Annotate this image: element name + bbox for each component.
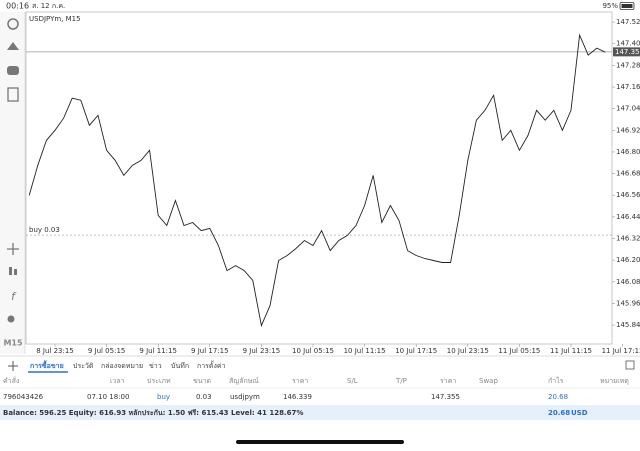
x-tick-label: 9 Jul 05:15 (88, 347, 126, 355)
battery-icon (619, 2, 635, 10)
timeframe[interactable]: M15 (3, 339, 23, 348)
y-tick-label: 146.200 (616, 256, 640, 264)
x-tick-label: 10 Jul 23:15 (447, 347, 489, 355)
summary-profit: 20.68 (548, 409, 570, 417)
y-tick-label: 145.960 (616, 299, 640, 307)
tab[interactable]: การซื้อขาย (30, 359, 64, 370)
tab[interactable]: การตั้งค่า (197, 359, 226, 370)
column-header: กำไร (548, 376, 564, 385)
cell-profit: 20.68 (548, 393, 568, 401)
y-tick-label: 146.920 (616, 126, 640, 134)
table: คำสั่ง เวลา ประเภท ขนาด สัญลักษณ์ ราคา S/L T/P ร… (0, 376, 640, 401)
x-tick-label: 10 Jul 17:15 (395, 347, 437, 355)
price-line-series (28, 33, 606, 328)
cell-time: 07.10 18:00 (87, 393, 129, 401)
crosshair-button[interactable] (7, 18, 19, 30)
crosshair-tool[interactable] (7, 243, 19, 255)
home-indicator (236, 440, 404, 444)
column-header: หมายเหตุ (600, 377, 629, 385)
column-header: ราคา (440, 377, 456, 385)
column-header: สัญลักษณ์ (229, 377, 259, 385)
summary-currency: USD (571, 409, 588, 417)
add-button[interactable] (8, 361, 18, 371)
cell-volume: 0.03 (196, 393, 212, 401)
candles-tool-2 (14, 269, 17, 275)
x-tick-label: 10 Jul 11:15 (344, 347, 386, 355)
y-tick-label: 146.080 (616, 278, 640, 286)
y-tick-label: 147.160 (616, 83, 640, 91)
y-tick-label: 146.440 (616, 213, 640, 221)
x-tick-label: 8 Jul 23:15 (36, 347, 74, 355)
status-date: ส. 12 ก.ค. (32, 2, 65, 10)
tab[interactable]: กล่องจดหมาย (101, 362, 143, 370)
candles-tool[interactable] (9, 267, 12, 275)
y-tick-label: 147.520 (616, 18, 640, 26)
x-tick-label: 11 Jul 05:15 (498, 347, 540, 355)
y-tick-label: 147.040 (616, 105, 640, 113)
y-tick-label: 146.800 (616, 148, 640, 156)
chat-button[interactable] (7, 66, 19, 75)
tab[interactable]: บันทึก (171, 361, 189, 370)
x-tick-label: 9 Jul 17:15 (191, 347, 229, 355)
battery-text: 95% (602, 2, 618, 10)
tabs: การซื้อขาย ประวัติ กล่องจดหมาย ข่าว บันทึก กา… (28, 359, 226, 373)
y-tick-label: 147.280 (616, 61, 640, 69)
cell-price: 147.355 (431, 393, 460, 401)
x-tick-label: 11 Jul 17:15 (602, 347, 640, 355)
indicator-button[interactable] (7, 42, 19, 50)
x-tick-label: 9 Jul 23:15 (243, 347, 281, 355)
cell-order: 796043426 (3, 393, 44, 401)
tab[interactable]: ข่าว (149, 362, 162, 370)
y-tick-label: 145.840 (616, 321, 640, 329)
order-line-label: buy 0.03 (29, 226, 60, 234)
column-header: S/L (347, 377, 358, 385)
chart-title: USDJPYm, M15 (29, 15, 81, 23)
objects-tool[interactable] (7, 315, 15, 323)
y-tick-label: 147.400 (616, 40, 640, 48)
cell-type: buy (157, 393, 170, 401)
cell-symbol: usdjpym (230, 393, 260, 401)
battery-level (621, 4, 633, 8)
price-label: 147.355 (615, 48, 640, 56)
summary-text: Balance: 596.25 Equity: 616.93 หลักประกั… (3, 409, 303, 417)
layout-button[interactable] (625, 360, 635, 370)
column-header: คำสั่ง (3, 376, 19, 385)
chart-frame (25, 11, 613, 345)
column-header: Swap (479, 377, 498, 385)
column-header: เวลา (110, 377, 125, 385)
column-header: T/P (395, 377, 407, 385)
y-tick-label: 146.320 (616, 235, 640, 243)
y-tick-label: 146.560 (616, 191, 640, 199)
new-order-button[interactable] (7, 87, 19, 102)
status-time: 00:16 (6, 2, 29, 11)
column-header: ขนาด (193, 377, 211, 385)
cell-open-price: 146.339 (283, 393, 312, 401)
x-tick-label: 11 Jul 11:15 (550, 347, 592, 355)
column-header: ประเภท (147, 377, 171, 385)
x-tick-label: 10 Jul 05:15 (292, 347, 334, 355)
x-tick-label: 9 Jul 11:15 (139, 347, 177, 355)
summary-bar (0, 405, 640, 420)
function-tool[interactable]: f (11, 290, 17, 303)
tab[interactable]: ประวัติ (73, 362, 94, 370)
chart: 147.520 147.400 147.280 147.160 147.040 146.9… (26, 18, 640, 355)
y-tick-label: 146.680 (616, 170, 640, 178)
price-box (613, 47, 640, 57)
column-header: ราคา (292, 377, 308, 385)
